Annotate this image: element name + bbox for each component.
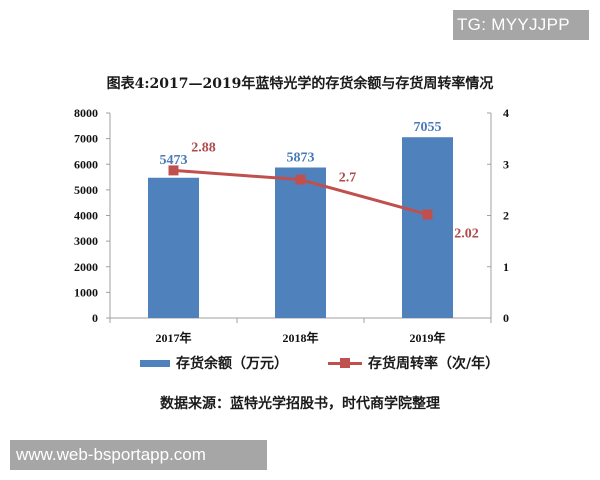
bar-value-label: 7055 xyxy=(414,120,442,135)
left-y-axis: 0 1000 2000 3000 4000 5000 6000 7000 8000 xyxy=(74,106,111,325)
chart-title: 图表4:2017—2019年蓝特光学的存货余额与存货周转率情况 xyxy=(106,76,494,92)
left-axis-tick-label: 8000 xyxy=(74,106,98,120)
line-value-label: 2.7 xyxy=(339,171,357,186)
left-axis-tick-label: 1000 xyxy=(74,285,98,299)
legend-item-inventory-balance: 存货余额（万元） xyxy=(140,353,288,373)
data-labels: 5473 5873 7055 2.88 2.7 2.02 xyxy=(160,120,479,241)
x-axis-category-label: 2017年 xyxy=(155,330,191,345)
watermark-tag-top: TG: MYYJJPP xyxy=(453,10,589,40)
turnover-marker-icon xyxy=(168,165,179,176)
bar-value-label: 5473 xyxy=(160,153,188,168)
bar-inventory-balance xyxy=(275,167,326,318)
right-y-axis: 0 1 2 3 4 xyxy=(487,106,509,325)
bar-series xyxy=(148,137,453,318)
line-series xyxy=(168,165,433,220)
right-axis-tick-label: 3 xyxy=(503,157,509,171)
bar-inventory-balance xyxy=(148,177,199,318)
bar-swatch-icon xyxy=(140,359,170,367)
left-axis-tick-label: 2000 xyxy=(74,260,98,274)
left-axis-tick-label: 4000 xyxy=(74,209,98,223)
line-marker-swatch-icon xyxy=(328,357,362,369)
left-axis-tick-label: 6000 xyxy=(74,157,98,171)
legend-label-line: 存货周转率（次/年） xyxy=(368,356,500,372)
data-source-note: 数据来源：蓝特光学招股书，时代商学院整理 xyxy=(160,396,440,412)
line-value-label: 2.88 xyxy=(191,140,216,155)
turnover-marker-icon xyxy=(422,209,433,220)
left-axis-tick-label: 7000 xyxy=(74,132,98,146)
bar-value-label: 5873 xyxy=(287,151,315,166)
right-axis-tick-label: 0 xyxy=(503,311,509,325)
legend-item-turnover-rate: 存货周转率（次/年） xyxy=(328,353,499,373)
x-axis-category-label: 2019年 xyxy=(409,330,445,345)
watermark-tag-bottom: www.web-bsportapp.com xyxy=(10,440,267,470)
left-axis-tick-label: 0 xyxy=(92,311,98,325)
turnover-marker-icon xyxy=(295,174,306,185)
bar-inventory-balance xyxy=(402,137,453,318)
right-axis-tick-label: 1 xyxy=(503,260,509,274)
chart-legend: 存货余额（万元） 存货周转率（次/年） xyxy=(140,352,539,374)
right-axis-tick-label: 2 xyxy=(503,209,509,223)
line-value-label: 2.02 xyxy=(454,226,479,241)
left-axis-tick-label: 3000 xyxy=(74,234,98,248)
x-axis: 2017年 2018年 2019年 xyxy=(109,317,492,345)
right-axis-tick-label: 4 xyxy=(503,106,509,120)
x-axis-category-label: 2018年 xyxy=(282,330,318,345)
legend-label-bar: 存货余额（万元） xyxy=(176,356,288,372)
left-axis-tick-label: 5000 xyxy=(74,183,98,197)
